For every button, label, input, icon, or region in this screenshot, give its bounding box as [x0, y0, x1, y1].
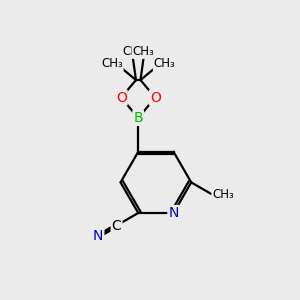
Text: N: N	[93, 229, 104, 243]
Text: O: O	[116, 91, 127, 105]
Text: N: N	[168, 206, 179, 220]
Text: CH₃: CH₃	[133, 45, 154, 58]
Text: CH₃: CH₃	[212, 188, 234, 201]
Text: CH₃: CH₃	[122, 45, 144, 58]
Text: CH₃: CH₃	[154, 57, 176, 70]
Text: C: C	[112, 218, 122, 233]
Text: CH₃: CH₃	[101, 57, 123, 70]
Text: O: O	[150, 91, 161, 105]
Text: B: B	[134, 111, 143, 125]
